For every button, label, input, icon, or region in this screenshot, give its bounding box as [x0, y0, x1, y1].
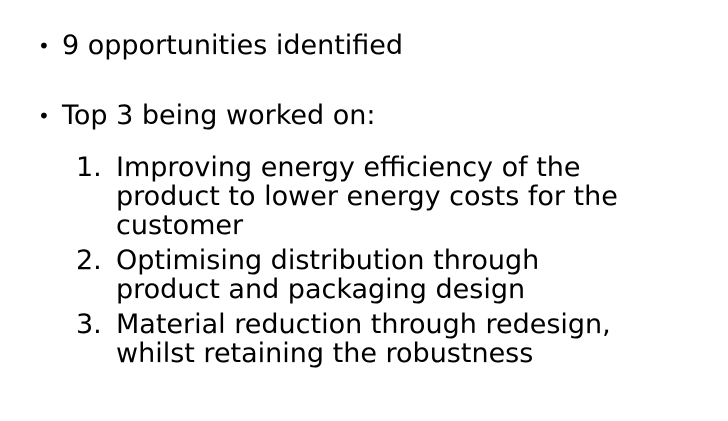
item-number: 2. [76, 245, 102, 276]
item-text-line: Improving energy efficiency of the [116, 152, 581, 183]
numbered-list: 1. Improving energy efficiency of the pr… [76, 153, 716, 374]
item-text-line: whilst retaining the robustness [116, 338, 534, 369]
item-text-line: Optimising distribution through [116, 245, 540, 276]
numbered-item-1: 1. Improving energy efficiency of the pr… [76, 153, 716, 240]
item-number: 1. [76, 152, 102, 183]
bullet-item-opportunities: • 9 opportunities identified [38, 30, 403, 62]
item-text-line: Material reduction through redesign, [116, 309, 611, 340]
item-text-line: customer [116, 210, 244, 241]
item-text-line: product to lower energy costs for the [116, 181, 618, 212]
bullet-icon: • [38, 104, 50, 128]
bullet-icon: • [38, 34, 50, 58]
numbered-item-2: 2. Optimising distribution through produ… [76, 246, 716, 304]
bullet-text: 9 opportunities identified [62, 30, 404, 61]
item-text-line: product and packaging design [116, 274, 526, 305]
numbered-item-3: 3. Material reduction through redesign, … [76, 310, 716, 368]
bullet-item-top3: • Top 3 being worked on: [38, 100, 375, 132]
item-number: 3. [76, 309, 102, 340]
bullet-text: Top 3 being worked on: [62, 100, 376, 131]
